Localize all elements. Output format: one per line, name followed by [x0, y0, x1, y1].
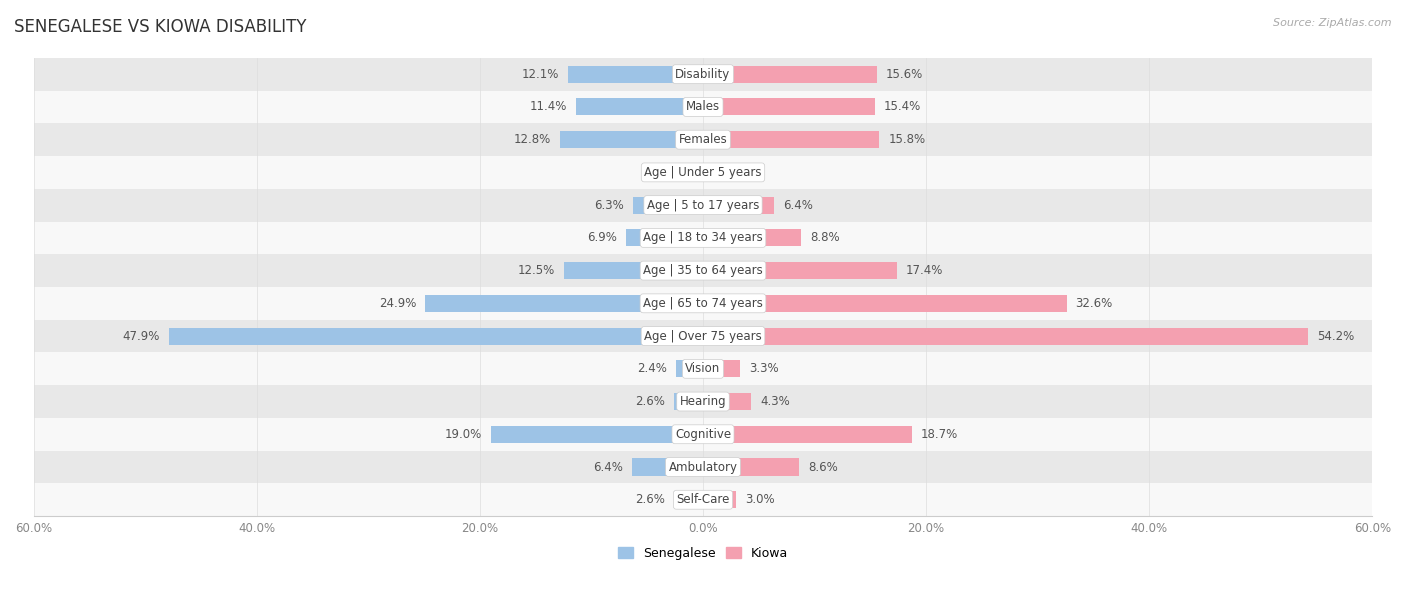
- Text: 2.4%: 2.4%: [637, 362, 668, 375]
- Text: 19.0%: 19.0%: [444, 428, 482, 441]
- Text: 1.2%: 1.2%: [651, 166, 681, 179]
- Bar: [576, 99, 703, 116]
- Text: Age | 5 to 17 years: Age | 5 to 17 years: [647, 199, 759, 212]
- Text: 2.6%: 2.6%: [636, 395, 665, 408]
- Text: 12.5%: 12.5%: [517, 264, 554, 277]
- Text: Ambulatory: Ambulatory: [668, 460, 738, 474]
- Text: 12.1%: 12.1%: [522, 68, 560, 81]
- Text: Age | 35 to 64 years: Age | 35 to 64 years: [643, 264, 763, 277]
- Text: Males: Males: [686, 100, 720, 113]
- Text: 32.6%: 32.6%: [1076, 297, 1114, 310]
- Bar: [703, 295, 1067, 312]
- Bar: [631, 458, 703, 476]
- Text: 6.3%: 6.3%: [593, 199, 624, 212]
- Bar: [34, 287, 1372, 319]
- Text: 15.6%: 15.6%: [886, 68, 924, 81]
- Text: 2.6%: 2.6%: [636, 493, 665, 506]
- Bar: [34, 319, 1372, 353]
- Bar: [425, 295, 703, 312]
- Bar: [703, 393, 751, 410]
- Bar: [34, 58, 1372, 91]
- Bar: [703, 164, 720, 181]
- Text: 4.3%: 4.3%: [759, 395, 790, 408]
- Text: Age | Over 75 years: Age | Over 75 years: [644, 330, 762, 343]
- Bar: [34, 385, 1372, 418]
- Bar: [703, 131, 879, 148]
- Bar: [703, 230, 801, 247]
- Text: Age | 65 to 74 years: Age | 65 to 74 years: [643, 297, 763, 310]
- Text: 24.9%: 24.9%: [378, 297, 416, 310]
- Legend: Senegalese, Kiowa: Senegalese, Kiowa: [613, 542, 793, 565]
- Text: Females: Females: [679, 133, 727, 146]
- Bar: [491, 426, 703, 442]
- Bar: [34, 123, 1372, 156]
- Bar: [169, 327, 703, 345]
- Bar: [34, 222, 1372, 254]
- Bar: [633, 196, 703, 214]
- Bar: [676, 360, 703, 378]
- Text: Self-Care: Self-Care: [676, 493, 730, 506]
- Text: 8.8%: 8.8%: [810, 231, 839, 244]
- Bar: [626, 230, 703, 247]
- Bar: [34, 418, 1372, 450]
- Text: 8.6%: 8.6%: [808, 460, 838, 474]
- Text: Disability: Disability: [675, 68, 731, 81]
- Text: 6.9%: 6.9%: [588, 231, 617, 244]
- Bar: [703, 360, 740, 378]
- Bar: [560, 131, 703, 148]
- Bar: [703, 99, 875, 116]
- Text: 1.5%: 1.5%: [728, 166, 758, 179]
- Bar: [34, 156, 1372, 188]
- Bar: [34, 450, 1372, 483]
- Text: 12.8%: 12.8%: [515, 133, 551, 146]
- Bar: [703, 491, 737, 508]
- Bar: [703, 65, 877, 83]
- Bar: [703, 458, 799, 476]
- Text: 15.4%: 15.4%: [884, 100, 921, 113]
- Bar: [703, 426, 911, 442]
- Bar: [689, 164, 703, 181]
- Text: Age | 18 to 34 years: Age | 18 to 34 years: [643, 231, 763, 244]
- Text: Age | Under 5 years: Age | Under 5 years: [644, 166, 762, 179]
- Text: 6.4%: 6.4%: [783, 199, 813, 212]
- Text: 17.4%: 17.4%: [905, 264, 943, 277]
- Text: 6.4%: 6.4%: [593, 460, 623, 474]
- Bar: [34, 483, 1372, 516]
- Text: Vision: Vision: [685, 362, 721, 375]
- Text: Cognitive: Cognitive: [675, 428, 731, 441]
- Bar: [673, 491, 703, 508]
- Bar: [568, 65, 703, 83]
- Text: 54.2%: 54.2%: [1316, 330, 1354, 343]
- Text: SENEGALESE VS KIOWA DISABILITY: SENEGALESE VS KIOWA DISABILITY: [14, 18, 307, 36]
- Bar: [564, 262, 703, 279]
- Text: 11.4%: 11.4%: [530, 100, 567, 113]
- Text: 3.3%: 3.3%: [749, 362, 779, 375]
- Bar: [703, 327, 1308, 345]
- Text: 47.9%: 47.9%: [122, 330, 160, 343]
- Bar: [703, 196, 775, 214]
- Text: 3.0%: 3.0%: [745, 493, 775, 506]
- Bar: [34, 353, 1372, 385]
- Text: 15.8%: 15.8%: [889, 133, 925, 146]
- Bar: [34, 254, 1372, 287]
- Text: 18.7%: 18.7%: [921, 428, 957, 441]
- Text: Hearing: Hearing: [679, 395, 727, 408]
- Bar: [34, 188, 1372, 222]
- Bar: [34, 91, 1372, 123]
- Bar: [703, 262, 897, 279]
- Bar: [673, 393, 703, 410]
- Text: Source: ZipAtlas.com: Source: ZipAtlas.com: [1274, 18, 1392, 28]
